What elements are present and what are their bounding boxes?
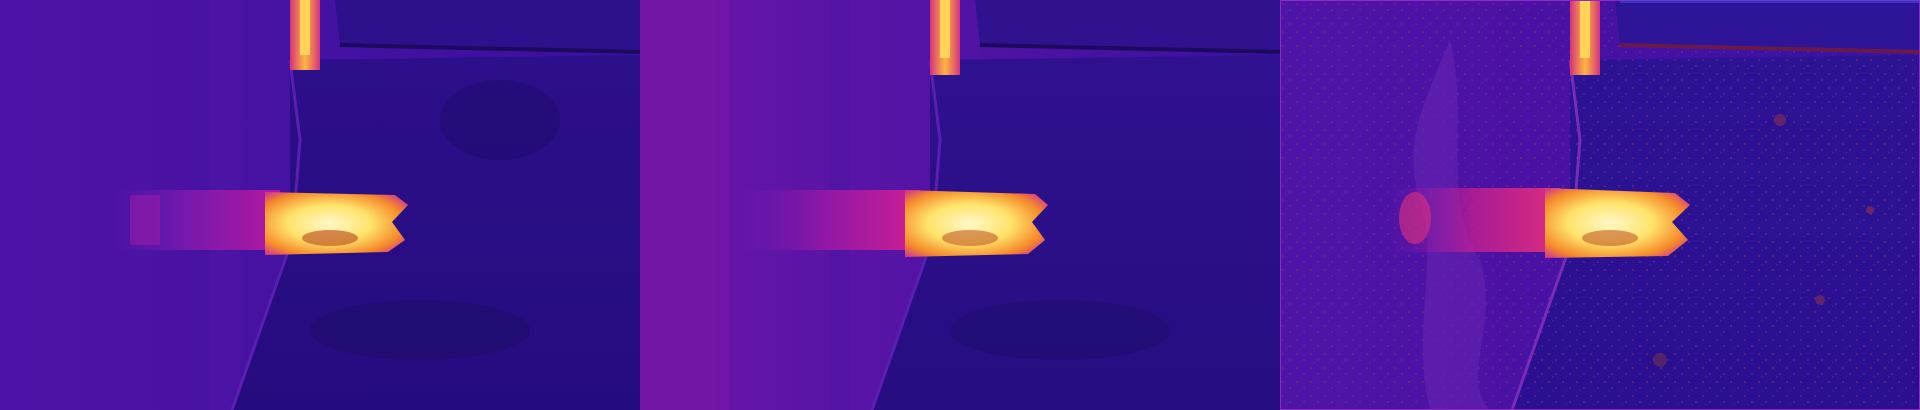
thermal-panel-noisy	[1280, 0, 1920, 410]
thermal-panel-original	[0, 0, 640, 410]
thermal-image-3	[1280, 0, 1920, 410]
thermal-image-2	[640, 0, 1280, 410]
thermal-panel-smoothed	[640, 0, 1280, 410]
thermal-image-1	[0, 0, 640, 410]
